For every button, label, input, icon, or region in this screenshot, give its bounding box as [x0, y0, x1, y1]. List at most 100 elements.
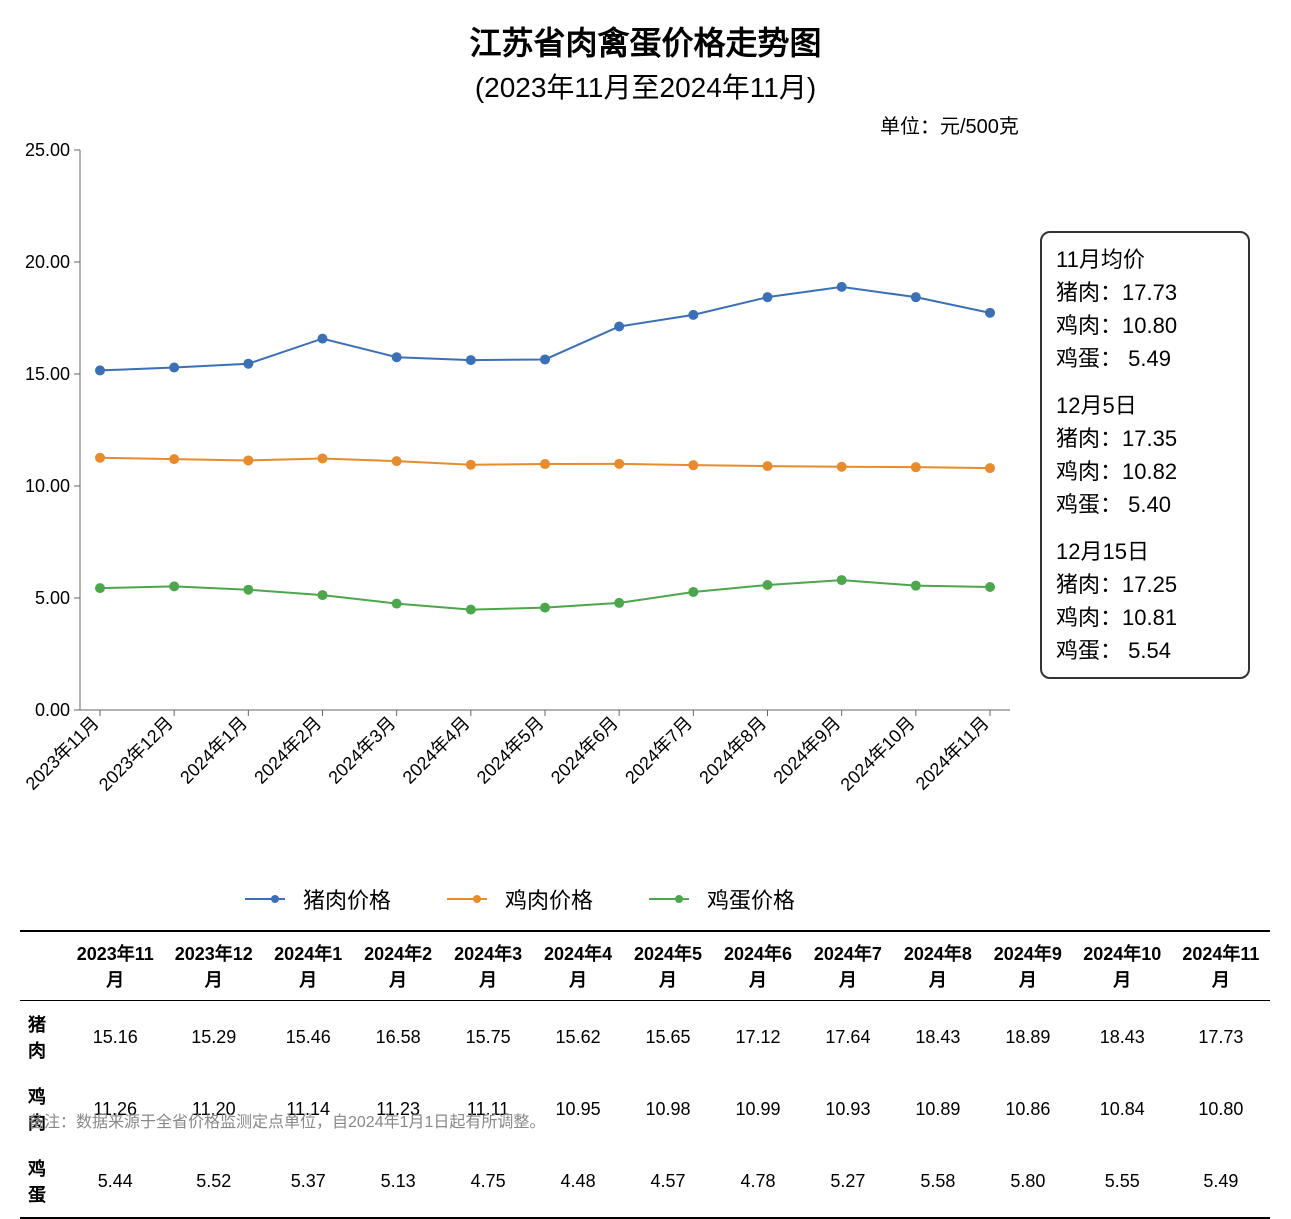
- table-cell: 5.13: [353, 1145, 443, 1218]
- table-header: 2023年12月: [164, 931, 263, 1001]
- table-header: 2024年1月: [263, 931, 353, 1001]
- table-cell: 5.49: [1172, 1145, 1270, 1218]
- legend-item: 鸡肉价格: [447, 883, 593, 915]
- svg-text:5.00: 5.00: [35, 588, 70, 608]
- table-cell: 10.95: [533, 1073, 623, 1145]
- info-row: 鸡肉：10.81: [1056, 601, 1234, 634]
- svg-text:2024年4月: 2024年4月: [399, 713, 474, 788]
- table-cell: 10.84: [1073, 1073, 1172, 1145]
- table-cell: 5.52: [164, 1145, 263, 1218]
- table-cell: 10.80: [1172, 1073, 1270, 1145]
- chart-title-sub: (2023年11月至2024年11月): [0, 66, 1291, 106]
- table-header: 2024年11月: [1172, 931, 1270, 1001]
- table-row: 猪肉15.1615.2915.4616.5815.7515.6215.6517.…: [20, 1001, 1270, 1074]
- table-cell: 4.57: [623, 1145, 713, 1218]
- table-header: 2023年11月: [66, 931, 164, 1001]
- price-info-box: 11月均价猪肉：17.73鸡肉：10.80鸡蛋： 5.4912月5日猪肉：17.…: [1040, 231, 1250, 679]
- chart-area: 0.005.0010.0015.0020.0025.002023年11月2023…: [20, 140, 1030, 720]
- table-header: 2024年8月: [893, 931, 983, 1001]
- table-header: 2024年4月: [533, 931, 623, 1001]
- svg-text:2024年11月: 2024年11月: [912, 713, 993, 794]
- table-cell: 17.64: [803, 1001, 893, 1074]
- legend-label: 鸡肉价格: [505, 883, 593, 915]
- data-table: 2023年11月2023年12月2024年1月2024年2月2024年3月202…: [20, 930, 1270, 1219]
- unit-label: 单位：元/500克: [880, 110, 1019, 139]
- info-row: 鸡肉：10.82: [1056, 455, 1234, 488]
- svg-text:25.00: 25.00: [25, 140, 70, 160]
- table-cell: 15.65: [623, 1001, 713, 1074]
- svg-text:20.00: 20.00: [25, 252, 70, 272]
- table-cell: 10.99: [713, 1073, 803, 1145]
- svg-text:2024年9月: 2024年9月: [769, 713, 844, 788]
- info-group-title: 11月均价: [1056, 243, 1234, 276]
- line-chart-svg: 0.00 5.00 10.00 15.00 20.00 25.00 2023年11月2023…: [20, 140, 1030, 860]
- title-block: 江苏省肉禽蛋价格走势图 (2023年11月至2024年11月): [0, 0, 1291, 106]
- table-cell: 10.93: [803, 1073, 893, 1145]
- table-cell: 4.78: [713, 1145, 803, 1218]
- table-header: 2024年3月: [443, 931, 533, 1001]
- footnote: 备注：数据来源于全省价格监测定点单位，自2024年1月1日起有所调整。: [28, 1108, 545, 1132]
- table-cell: 10.86: [983, 1073, 1073, 1145]
- info-group: 12月5日猪肉：17.35鸡肉：10.82鸡蛋： 5.40: [1056, 389, 1234, 521]
- info-row: 鸡蛋： 5.40: [1056, 488, 1234, 521]
- table-cell: 4.48: [533, 1145, 623, 1218]
- table-cell: 5.44: [66, 1145, 164, 1218]
- table-cell: 5.58: [893, 1145, 983, 1218]
- info-row: 猪肉：17.25: [1056, 568, 1234, 601]
- legend-label: 鸡蛋价格: [707, 883, 795, 915]
- legend-swatch: [649, 898, 689, 900]
- table-cell: 4.75: [443, 1145, 533, 1218]
- svg-text:15.00: 15.00: [25, 364, 70, 384]
- legend-marker: [473, 895, 481, 903]
- legend-marker: [675, 895, 683, 903]
- table-cell: 10.98: [623, 1073, 713, 1145]
- table-cell: 10.89: [893, 1073, 983, 1145]
- svg-text:2024年5月: 2024年5月: [473, 713, 548, 788]
- table-header-empty: [20, 931, 66, 1001]
- table-header: 2024年2月: [353, 931, 443, 1001]
- legend-item: 鸡蛋价格: [649, 883, 795, 915]
- table-cell: 15.16: [66, 1001, 164, 1074]
- legend-swatch: [245, 898, 285, 900]
- info-row: 鸡蛋： 5.49: [1056, 342, 1234, 375]
- table-cell: 15.29: [164, 1001, 263, 1074]
- info-row: 猪肉：17.73: [1056, 276, 1234, 309]
- svg-text:0.00: 0.00: [35, 700, 70, 720]
- info-group: 11月均价猪肉：17.73鸡肉：10.80鸡蛋： 5.49: [1056, 243, 1234, 375]
- svg-text:2024年6月: 2024年6月: [547, 713, 622, 788]
- table-cell: 17.73: [1172, 1001, 1270, 1074]
- table-header: 2024年5月: [623, 931, 713, 1001]
- table-row: 鸡蛋5.445.525.375.134.754.484.574.785.275.…: [20, 1145, 1270, 1218]
- table-row-label: 鸡蛋: [20, 1145, 66, 1218]
- table-header: 2024年10月: [1073, 931, 1172, 1001]
- table-header: 2024年6月: [713, 931, 803, 1001]
- table-cell: 5.55: [1073, 1145, 1172, 1218]
- svg-text:10.00: 10.00: [25, 476, 70, 496]
- table-cell: 18.89: [983, 1001, 1073, 1074]
- svg-text:2024年1月: 2024年1月: [176, 713, 251, 788]
- svg-text:2024年10月: 2024年10月: [837, 713, 919, 795]
- table-cell: 5.37: [263, 1145, 353, 1218]
- table-cell: 16.58: [353, 1001, 443, 1074]
- table-cell: 17.12: [713, 1001, 803, 1074]
- legend-swatch: [447, 898, 487, 900]
- svg-text:2023年12月: 2023年12月: [95, 713, 177, 795]
- svg-text:2023年11月: 2023年11月: [22, 713, 103, 794]
- legend-item: 猪肉价格: [245, 883, 391, 915]
- svg-text:2024年2月: 2024年2月: [250, 713, 325, 788]
- table-cell: 18.43: [893, 1001, 983, 1074]
- info-row: 猪肉：17.35: [1056, 422, 1234, 455]
- table-cell: 15.62: [533, 1001, 623, 1074]
- chart-title-main: 江苏省肉禽蛋价格走势图: [0, 18, 1291, 64]
- svg-text:2024年3月: 2024年3月: [324, 713, 399, 788]
- chart-legend: 猪肉价格 鸡肉价格 鸡蛋价格: [0, 880, 1040, 915]
- table-cell: 5.27: [803, 1145, 893, 1218]
- table-cell: 15.75: [443, 1001, 533, 1074]
- table-cell: 5.80: [983, 1145, 1073, 1218]
- svg-text:2024年7月: 2024年7月: [621, 713, 696, 788]
- table-header: 2024年9月: [983, 931, 1073, 1001]
- legend-label: 猪肉价格: [303, 883, 391, 915]
- table-cell: 18.43: [1073, 1001, 1172, 1074]
- table-cell: 15.46: [263, 1001, 353, 1074]
- info-group-title: 12月5日: [1056, 389, 1234, 422]
